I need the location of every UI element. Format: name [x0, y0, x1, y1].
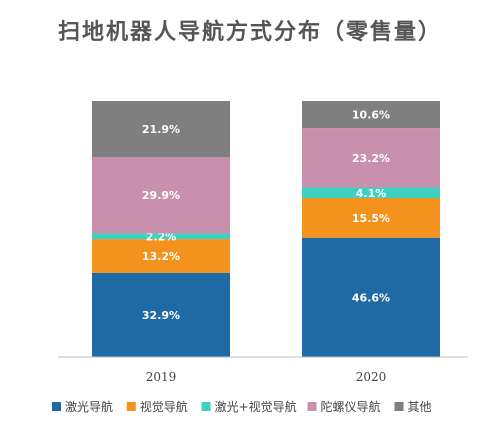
bar-segment-2019-3 [92, 157, 230, 234]
legend-label: 激光导航 [65, 399, 113, 414]
bar-segment-2020-2 [302, 187, 440, 199]
x-tick-label-2020: 2020 [356, 370, 387, 384]
data-label-2020-2: 4.1% [356, 187, 387, 200]
data-label-2020-4: 10.6% [352, 109, 390, 122]
bar-segment-2019-2 [92, 233, 230, 240]
bar-segment-2020-3 [302, 128, 440, 188]
data-label-2019-0: 32.9% [142, 309, 180, 322]
legend-item-4: 其他 [394, 400, 432, 414]
bar-segment-2020-4 [302, 101, 440, 129]
data-label-2019-3: 29.9% [142, 189, 180, 202]
data-label-2020-0: 46.6% [352, 291, 390, 304]
legend-swatch [126, 402, 136, 411]
legend-item-3: 陀螺仪导航 [307, 399, 381, 414]
x-tick-labels: 2019 2020 [146, 370, 387, 384]
chart-title: 扫地机器人导航方式分布（零售量） [57, 19, 442, 45]
legend-item-1: 视觉导航 [126, 399, 188, 414]
legend-swatch [394, 402, 404, 411]
legend-label: 激光+视觉导航 [215, 399, 297, 414]
legend-label: 视觉导航 [140, 399, 188, 414]
bar-segment-2019-4 [92, 101, 230, 158]
legend-swatch [307, 402, 317, 411]
legend-item-0: 激光导航 [52, 399, 113, 414]
bar-segment-2020-0 [302, 237, 440, 357]
bar-segment-2020-1 [302, 198, 440, 238]
legend: 激光导航 视觉导航 激光+视觉导航 陀螺仪导航 其他 [52, 399, 432, 414]
legend-swatch [201, 402, 211, 411]
data-label-2019-2: 2.2% [146, 230, 177, 243]
data-label-2019-4: 21.9% [142, 123, 180, 136]
legend-label: 其他 [408, 400, 432, 414]
legend-swatch [52, 402, 61, 411]
data-label-2020-3: 23.2% [352, 152, 390, 165]
x-tick-label-2019: 2019 [146, 370, 177, 384]
bars-layer: 32.9% 13.2% 2.2% 29.9% 21.9% 46.6% 15.5% 4.1% 23… [92, 101, 440, 357]
bar-segment-2019-0 [92, 272, 230, 357]
bar-segment-2019-1 [92, 239, 230, 273]
legend-label: 陀螺仪导航 [321, 399, 381, 414]
data-label-2020-1: 15.5% [352, 212, 390, 225]
legend-item-2: 激光+视觉导航 [201, 399, 297, 414]
data-label-2019-1: 13.2% [142, 250, 180, 263]
